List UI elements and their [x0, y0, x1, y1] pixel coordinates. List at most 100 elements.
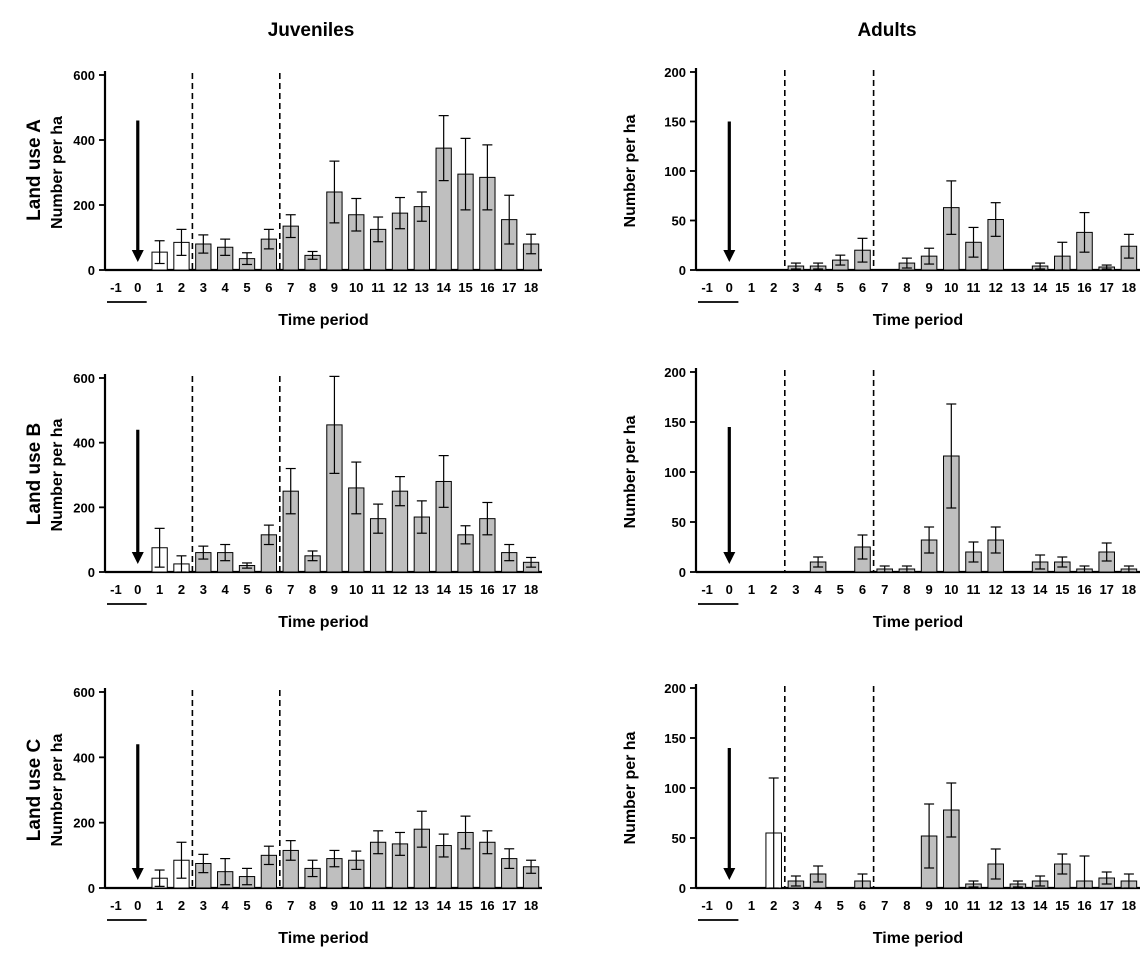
x-tick-label: -1: [701, 280, 713, 295]
x-tick-label: 17: [502, 582, 516, 597]
x-tick-label: 8: [903, 280, 910, 295]
x-tick-label: 7: [881, 582, 888, 597]
y-axis-label: Number per ha: [49, 733, 66, 846]
x-tick-label: 2: [770, 280, 777, 295]
x-tick-label: 14: [436, 280, 451, 295]
y-tick-label: 150: [664, 731, 686, 746]
x-tick-label: 3: [200, 898, 207, 913]
x-tick-label: 1: [748, 582, 755, 597]
x-tick-label: 11: [967, 280, 981, 295]
row-label-land-use-a: Land use A: [24, 119, 45, 221]
x-tick-label: 10: [944, 582, 958, 597]
x-tick-label: 12: [988, 280, 1002, 295]
x-axis-label: Time period: [873, 930, 963, 947]
x-tick-label: 2: [770, 898, 777, 913]
y-tick-label: 50: [672, 831, 686, 846]
x-tick-label: 8: [309, 898, 316, 913]
x-tick-label: 9: [925, 582, 932, 597]
x-tick-label: 8: [309, 582, 316, 597]
y-tick-label: 0: [88, 881, 95, 896]
x-tick-label: 5: [837, 898, 844, 913]
x-tick-label: 17: [502, 898, 516, 913]
x-tick-label: 6: [859, 582, 866, 597]
x-tick-label: -1: [110, 898, 122, 913]
x-tick-label: 1: [748, 280, 755, 295]
y-tick-label: 150: [664, 415, 686, 430]
x-tick-label: 15: [1055, 280, 1069, 295]
x-tick-label: -1: [110, 280, 122, 295]
x-tick-label: 11: [967, 898, 981, 913]
x-tick-label: 9: [925, 898, 932, 913]
y-tick-label: 200: [664, 65, 686, 80]
x-tick-label: 8: [309, 280, 316, 295]
y-axis-label: Number per ha: [622, 731, 639, 844]
x-tick-label: 15: [458, 280, 472, 295]
x-tick-label: 10: [349, 582, 363, 597]
x-tick-label: 15: [1055, 582, 1069, 597]
x-tick-label: 10: [349, 280, 363, 295]
x-tick-label: 7: [881, 898, 888, 913]
x-tick-label: 14: [1033, 582, 1048, 597]
x-tick-label: 14: [436, 898, 451, 913]
x-tick-label: 16: [480, 280, 494, 295]
x-tick-label: 0: [134, 582, 141, 597]
y-tick-label: 100: [664, 164, 686, 179]
x-tick-label: 18: [524, 898, 538, 913]
column-title-adults: Adults: [857, 20, 916, 41]
x-tick-label: 4: [814, 898, 822, 913]
y-tick-label: 400: [73, 436, 95, 451]
x-tick-label: 5: [243, 898, 250, 913]
x-tick-label: 7: [287, 582, 294, 597]
x-tick-label: 7: [287, 898, 294, 913]
event-arrow-head: [131, 868, 144, 880]
y-tick-label: 600: [73, 68, 95, 83]
x-tick-label: 4: [222, 898, 230, 913]
x-tick-label: 0: [134, 280, 141, 295]
y-axis-label: Number per ha: [49, 418, 66, 531]
x-tick-label: 10: [349, 898, 363, 913]
y-tick-label: 100: [664, 465, 686, 480]
x-tick-label: 1: [156, 582, 163, 597]
x-tick-label: 6: [265, 898, 272, 913]
x-tick-label: 14: [1033, 898, 1048, 913]
x-tick-label: 18: [1122, 898, 1136, 913]
x-tick-label: 5: [243, 280, 250, 295]
x-tick-label: 16: [480, 582, 494, 597]
x-tick-label: -1: [701, 582, 713, 597]
x-tick-label: 12: [393, 582, 407, 597]
x-tick-label: 4: [222, 280, 230, 295]
x-axis-label: Time period: [278, 614, 368, 631]
x-tick-label: 6: [859, 280, 866, 295]
y-tick-label: 400: [73, 133, 95, 148]
x-tick-label: 11: [371, 280, 385, 295]
x-tick-label: 13: [415, 280, 429, 295]
x-tick-label: 9: [925, 280, 932, 295]
x-tick-label: 17: [1099, 280, 1113, 295]
x-axis-label: Time period: [278, 312, 368, 329]
x-tick-label: 18: [1122, 280, 1136, 295]
x-tick-label: 6: [265, 582, 272, 597]
x-tick-label: 0: [134, 898, 141, 913]
row-label-land-use-c: Land use C: [24, 739, 45, 842]
y-tick-label: 0: [679, 565, 686, 580]
x-tick-label: 13: [415, 898, 429, 913]
x-tick-label: 18: [524, 582, 538, 597]
y-axis-label: Number per ha: [49, 116, 66, 229]
x-tick-label: 1: [156, 898, 163, 913]
x-tick-label: 17: [1099, 898, 1113, 913]
x-tick-label: 11: [371, 582, 385, 597]
x-tick-label: 11: [371, 898, 385, 913]
y-tick-label: 600: [73, 685, 95, 700]
y-tick-label: 200: [73, 198, 95, 213]
x-tick-label: 4: [222, 582, 230, 597]
x-tick-label: 10: [944, 280, 958, 295]
x-tick-label: -1: [701, 898, 713, 913]
x-tick-label: 13: [415, 582, 429, 597]
x-tick-label: 3: [200, 582, 207, 597]
x-axis-label: Time period: [873, 312, 963, 329]
